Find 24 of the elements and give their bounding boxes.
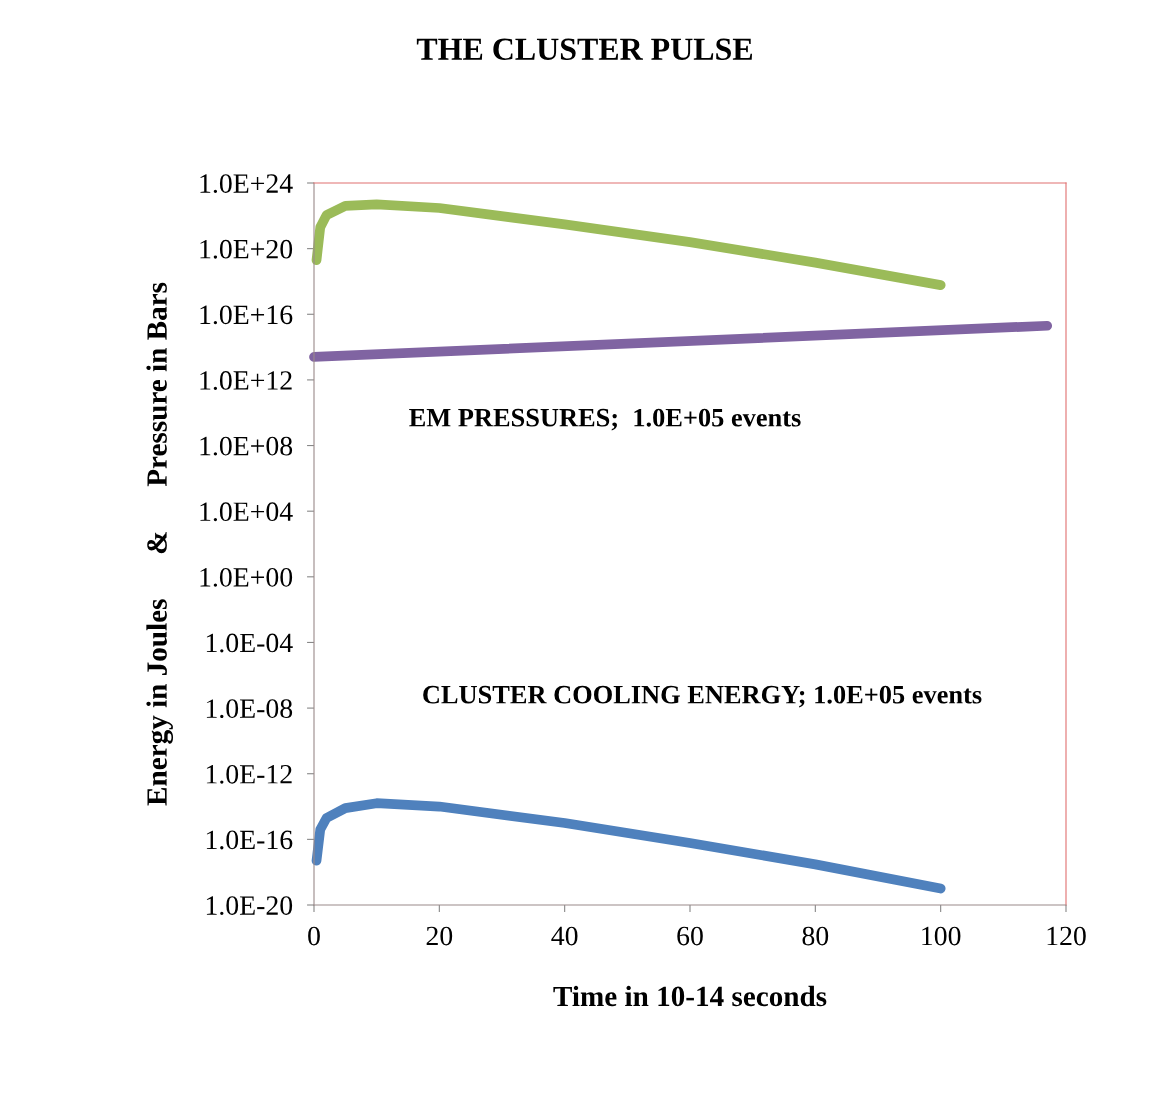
y-tick-label: 1.0E+08 xyxy=(200,436,293,456)
x-axis-title: Time in 10-14 seconds xyxy=(553,985,827,1007)
x-tick-label: 120 xyxy=(1047,926,1086,946)
y-tick-label: 1.0E-08 xyxy=(206,699,293,719)
x-tick-label: 0 xyxy=(308,926,320,946)
y-tick-label: 1.0E-04 xyxy=(206,633,293,653)
y-tick-label: 1.0E-12 xyxy=(206,764,292,784)
y-tick-label: 1.0E-20 xyxy=(206,896,293,916)
y-tick-label: 1.0E+16 xyxy=(200,305,293,325)
y-tick-label: 1.0E+00 xyxy=(200,567,293,587)
x-tick-label: 60 xyxy=(677,926,703,946)
annotation: CLUSTER COOLING ENERGY; 1.0E+05 events xyxy=(423,685,982,708)
chart-title: THE CLUSTER PULSE xyxy=(416,38,753,60)
y-axis-title: Energy in Joules & Pressure in Bars xyxy=(146,282,174,806)
annotation: EM PRESSURES; 1.0E+05 events xyxy=(409,408,801,431)
y-tick-label: 1.0E+04 xyxy=(200,502,293,522)
y-tick-label: 1.0E+12 xyxy=(200,371,292,390)
y-tick-label: 1.0E+24 xyxy=(200,174,293,194)
y-tick-label: 1.0E-16 xyxy=(206,830,293,850)
x-tick-label: 20 xyxy=(426,926,453,946)
x-tick-label: 100 xyxy=(922,926,961,946)
x-tick-label: 40 xyxy=(551,926,578,946)
x-tick-label: 80 xyxy=(802,926,829,946)
y-tick-label: 1.0E+20 xyxy=(200,239,293,259)
